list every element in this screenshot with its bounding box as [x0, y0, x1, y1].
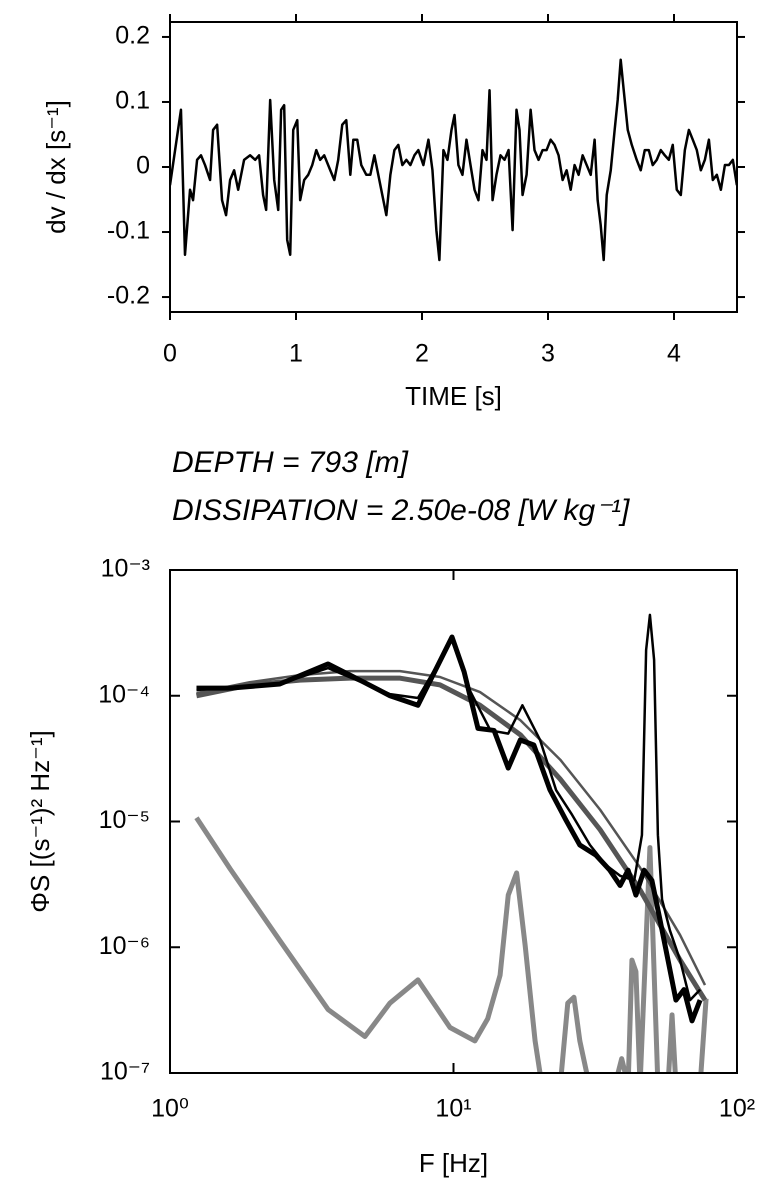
- x-tick-label: 10⁰: [151, 1095, 189, 1123]
- x-tick-label: 0: [163, 340, 177, 368]
- y-axis-label: dv / dx [s⁻¹]: [41, 100, 71, 234]
- x-tick-label: 10¹: [435, 1095, 471, 1123]
- data-line: [194, 816, 709, 1073]
- y-tick-label: 10⁻⁴: [98, 680, 150, 708]
- data-line: [195, 675, 708, 1002]
- x-tick-label: 2: [415, 340, 429, 368]
- y-tick-label: 10⁻⁷: [100, 1058, 150, 1086]
- plot-frame: [169, 21, 738, 313]
- y-tick-label: 0.2: [115, 22, 150, 50]
- x-axis-label: F [Hz]: [419, 1148, 488, 1178]
- x-axis-label: TIME [s]: [405, 381, 502, 411]
- data-line: [196, 669, 707, 986]
- y-tick-label: -0.1: [107, 217, 150, 245]
- x-tick-label: 4: [667, 340, 681, 368]
- y-axis-label: ΦS [(s⁻¹)² Hz⁻¹]: [25, 730, 55, 913]
- plot: 0 1 2 3 4 -0.2 -0.1 0 0.1 0.2 TIME [s] dv / dx [s⁻¹…: [41, 14, 745, 411]
- data-line: [170, 58, 737, 262]
- x-tick-label: 10²: [719, 1095, 755, 1123]
- y-tick-label: 10⁻⁶: [99, 932, 150, 960]
- annotation: DEPTH = 793 [m]: [172, 446, 409, 479]
- data-line: [196, 613, 701, 1002]
- plot: 10⁰ 10¹ 10² 10⁻⁷ 10⁻⁶ 10⁻⁵ 10⁻⁴ 10⁻³ F [Hz] ΦS [(…: [25, 446, 755, 1178]
- y-tick-label: 0: [136, 152, 150, 180]
- y-tick-label: 0.1: [115, 87, 150, 115]
- x-tick-label: 1: [289, 340, 303, 368]
- y-tick-label: 10⁻³: [101, 555, 150, 583]
- annotation: DISSIPATION = 2.50e-08 [W kg⁻¹]: [172, 494, 630, 527]
- y-tick-label: -0.2: [107, 282, 150, 310]
- y-tick-label: 10⁻⁵: [99, 806, 150, 834]
- x-tick-label: 3: [541, 340, 555, 368]
- data-line: [196, 634, 703, 1024]
